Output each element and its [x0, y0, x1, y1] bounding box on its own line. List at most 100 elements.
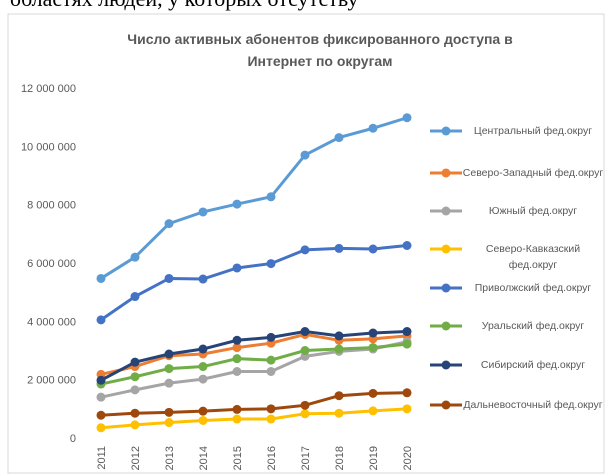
- legend-marker: [441, 244, 451, 254]
- data-point: [232, 263, 242, 273]
- series-line: [100, 340, 408, 399]
- data-point: [232, 199, 242, 209]
- y-tick-label: 8 000 000: [27, 200, 76, 212]
- legend-marker: [441, 400, 451, 410]
- data-point: [266, 367, 276, 376]
- x-tick-label: 2012: [130, 446, 142, 470]
- legend-label: Приволжский фед.округ: [474, 282, 592, 294]
- x-tick-label: 2019: [368, 446, 380, 470]
- x-tick-label: 2011: [96, 446, 108, 470]
- data-point: [266, 259, 276, 269]
- legend-label: Дальневосточный фед.округ: [463, 399, 603, 411]
- data-point: [164, 364, 174, 374]
- y-tick-label: 6 000 000: [27, 258, 76, 270]
- legend-marker: [441, 126, 451, 136]
- data-point: [300, 327, 310, 337]
- data-point: [368, 343, 378, 353]
- y-tick-label: 10 000 000: [21, 141, 76, 153]
- legend-label: Сибирский фед.округ: [480, 359, 586, 371]
- data-point: [198, 406, 208, 416]
- data-point: [402, 404, 412, 414]
- data-point: [232, 335, 242, 345]
- legend-label: Южный фед.округ: [488, 205, 578, 217]
- data-point: [198, 207, 208, 217]
- data-point: [198, 362, 208, 372]
- data-point: [334, 408, 344, 418]
- legend-label: Центральный фед.округ: [473, 125, 593, 137]
- x-tick-label: 2014: [198, 446, 210, 470]
- data-point: [402, 327, 412, 337]
- data-point: [232, 404, 242, 414]
- x-tick-label: 2015: [232, 446, 244, 470]
- page-text: областях людей, у которых отсутству: [10, 0, 358, 12]
- data-point: [232, 354, 242, 364]
- data-point: [232, 414, 242, 424]
- x-tick-label: 2018: [334, 446, 346, 470]
- y-tick-label: 12 000 000: [21, 83, 76, 95]
- series-line: [100, 342, 408, 386]
- legend-marker: [441, 168, 451, 178]
- series-line: [100, 407, 408, 430]
- series-line: [100, 330, 408, 382]
- data-point: [266, 414, 276, 424]
- data-point: [164, 418, 174, 428]
- data-point: [130, 252, 140, 262]
- data-point: [130, 372, 140, 382]
- data-point: [334, 391, 344, 401]
- data-point: [96, 410, 106, 420]
- data-point: [164, 349, 174, 359]
- data-point: [266, 404, 276, 414]
- series-line: [100, 391, 408, 417]
- data-point: [402, 113, 412, 123]
- data-point: [300, 409, 310, 419]
- data-point: [96, 315, 106, 325]
- data-point: [402, 388, 412, 398]
- legend-marker: [441, 206, 451, 216]
- data-point: [164, 273, 174, 283]
- y-tick-label: 4 000 000: [27, 316, 76, 328]
- data-point: [96, 423, 106, 433]
- data-point: [130, 292, 140, 302]
- data-point: [368, 388, 378, 398]
- data-point: [368, 123, 378, 133]
- legend-marker: [441, 321, 451, 331]
- data-point: [266, 355, 276, 365]
- legend-marker: [441, 283, 451, 293]
- legend-label: Северо-Западный фед.округ: [462, 167, 604, 179]
- data-point: [334, 344, 344, 354]
- data-point: [130, 420, 140, 430]
- data-point: [130, 385, 140, 395]
- data-point: [198, 344, 208, 354]
- x-tick-label: 2013: [164, 446, 176, 470]
- chart-title: Число активных абонентов фиксированного …: [127, 31, 513, 69]
- data-point: [198, 274, 208, 284]
- data-point: [164, 378, 174, 388]
- data-point: [402, 339, 412, 349]
- data-point: [334, 331, 344, 341]
- data-point: [164, 407, 174, 417]
- x-tick-label: 2020: [402, 446, 414, 470]
- data-point: [232, 343, 242, 353]
- series-line: [100, 332, 408, 376]
- y-tick-label: 2 000 000: [27, 375, 76, 387]
- data-point: [300, 400, 310, 410]
- data-point: [300, 245, 310, 255]
- data-point: [96, 273, 106, 283]
- series-line: [100, 244, 408, 322]
- data-point: [198, 374, 208, 384]
- data-point: [368, 244, 378, 254]
- x-tick-label: 2017: [300, 446, 312, 470]
- data-point: [96, 375, 106, 385]
- chart-frame: [7, 13, 605, 474]
- series-line: [100, 116, 408, 280]
- data-point: [96, 392, 106, 402]
- data-point: [266, 332, 276, 342]
- data-point: [130, 408, 140, 418]
- data-point: [266, 192, 276, 202]
- data-point: [402, 241, 412, 250]
- data-point: [300, 150, 310, 160]
- data-point: [334, 243, 344, 253]
- data-point: [300, 346, 310, 355]
